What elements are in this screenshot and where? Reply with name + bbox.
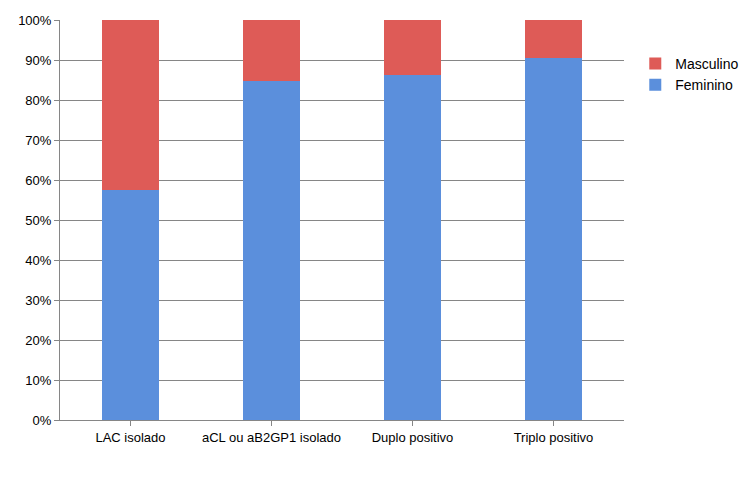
svg-text:20%: 20% — [25, 333, 51, 348]
svg-text:aCL ou aB2GP1 isolado: aCL ou aB2GP1 isolado — [202, 430, 341, 445]
svg-text:80%: 80% — [25, 93, 51, 108]
svg-text:60%: 60% — [25, 173, 51, 188]
svg-text:Masculino: Masculino — [675, 56, 738, 72]
svg-text:Duplo positivo: Duplo positivo — [372, 430, 454, 445]
svg-text:0%: 0% — [33, 413, 52, 428]
svg-text:100%: 100% — [18, 13, 52, 28]
svg-text:LAC isolado: LAC isolado — [95, 430, 165, 445]
svg-text:Triplo positivo: Triplo positivo — [514, 430, 594, 445]
svg-text:Feminino: Feminino — [675, 77, 733, 93]
svg-text:40%: 40% — [25, 253, 51, 268]
svg-text:30%: 30% — [25, 293, 51, 308]
svg-text:10%: 10% — [25, 373, 51, 388]
svg-text:70%: 70% — [25, 133, 51, 148]
svg-text:50%: 50% — [25, 213, 51, 228]
svg-text:90%: 90% — [25, 53, 51, 68]
